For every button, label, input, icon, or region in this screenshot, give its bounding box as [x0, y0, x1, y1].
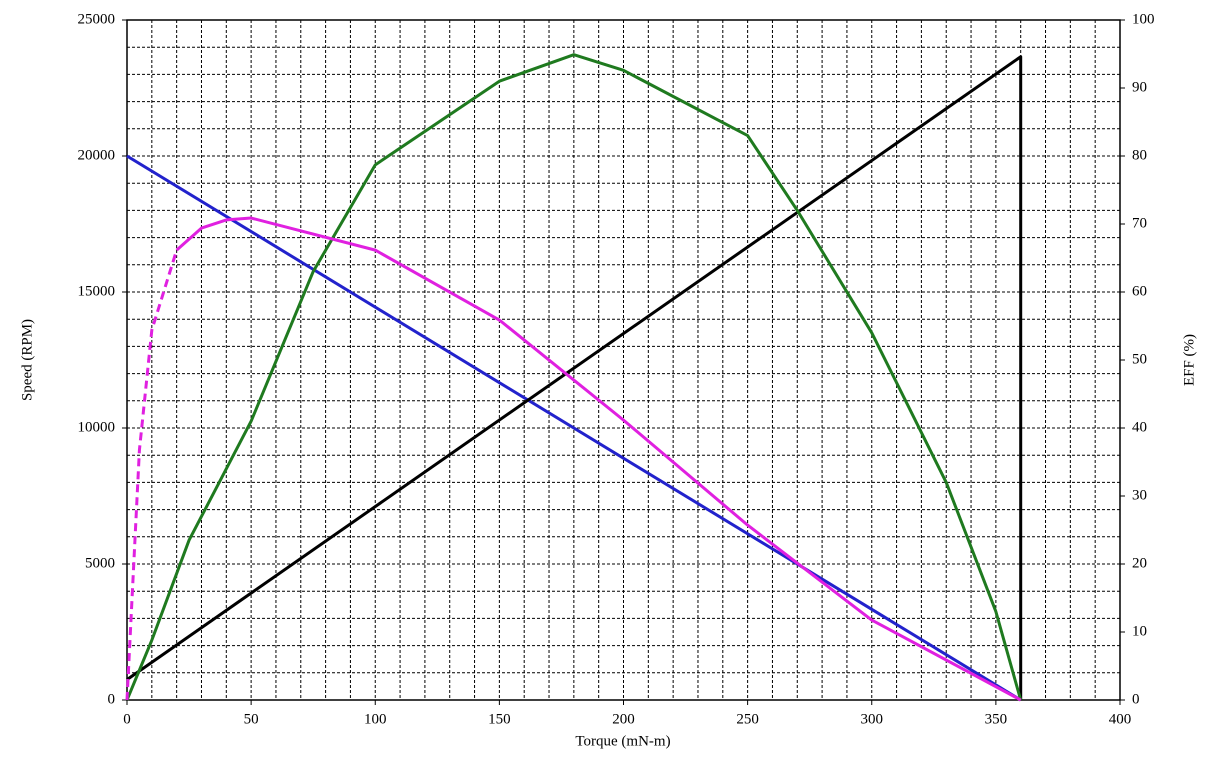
x-tick-label: 350 [985, 711, 1008, 727]
y-axis-label: Speed (RPM) [19, 319, 35, 401]
series-line [175, 216, 1022, 702]
y2-tick-label: 60 [1132, 283, 1147, 299]
y2-tick-label: 10 [1132, 623, 1147, 639]
y-tick-label: 20000 [78, 147, 116, 163]
y2-tick-label: 80 [1132, 147, 1147, 163]
series-line [126, 154, 1022, 702]
y-tick-label: 25000 [78, 11, 116, 27]
y-tick-label: 15000 [78, 283, 116, 299]
y-tick-label: 0 [108, 691, 116, 707]
x-axis-label: Torque (mN-m) [575, 733, 670, 749]
series-line [125, 53, 1023, 701]
y2-tick-label: 100 [1132, 11, 1155, 27]
x-tick-label: 100 [364, 711, 387, 727]
y-tick-label: 5000 [85, 555, 115, 571]
series-line [126, 55, 1023, 700]
y2-tick-label: 90 [1132, 79, 1147, 95]
y2-tick-label: 50 [1132, 351, 1147, 367]
x-tick-label: 50 [244, 711, 259, 727]
x-tick-label: 400 [1109, 711, 1132, 727]
x-tick-label: 200 [612, 711, 635, 727]
y2-axis-label: EFF (%) [1181, 334, 1197, 386]
x-tick-label: 250 [736, 711, 759, 727]
x-tick-label: 0 [123, 711, 131, 727]
y2-tick-label: 0 [1132, 691, 1140, 707]
y2-tick-label: 20 [1132, 555, 1147, 571]
y-tick-label: 10000 [78, 419, 116, 435]
x-tick-label: 300 [861, 711, 884, 727]
y2-tick-label: 70 [1132, 215, 1147, 231]
y2-tick-label: 40 [1132, 419, 1147, 435]
x-tick-label: 150 [488, 711, 511, 727]
y2-tick-label: 30 [1132, 487, 1147, 503]
